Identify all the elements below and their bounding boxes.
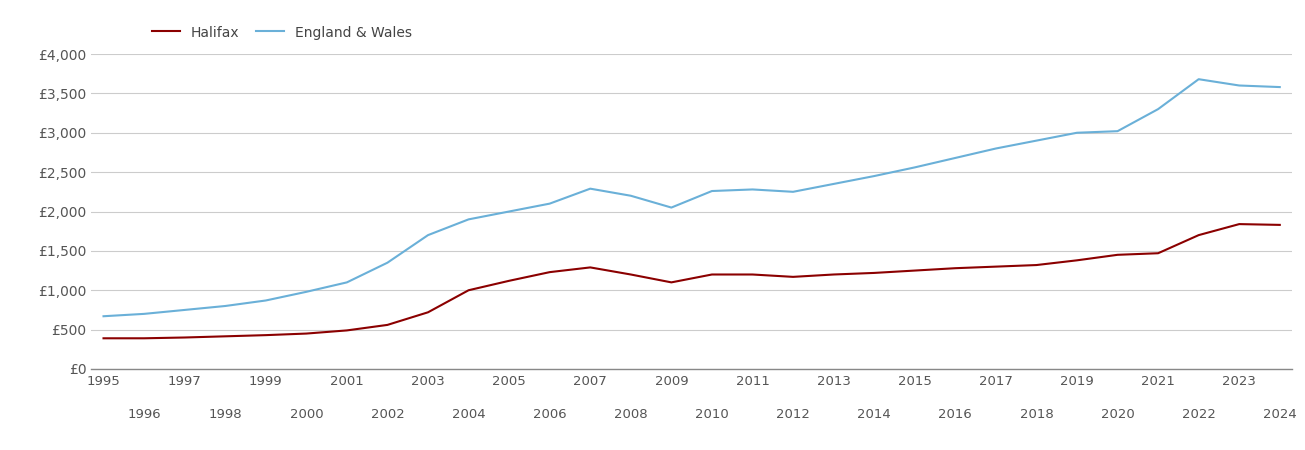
England & Wales <box>1109 128 1125 134</box>
Halifax <box>461 288 476 293</box>
Halifax <box>420 310 436 315</box>
England & Wales <box>867 173 882 179</box>
England & Wales <box>501 209 517 214</box>
Text: 2018: 2018 <box>1019 408 1053 421</box>
England & Wales <box>622 193 638 198</box>
England & Wales <box>1191 76 1207 82</box>
Text: 2020: 2020 <box>1100 408 1134 421</box>
England & Wales <box>339 279 355 285</box>
Halifax <box>95 336 111 341</box>
Halifax <box>907 268 923 273</box>
Text: 2014: 2014 <box>857 408 891 421</box>
Text: 1996: 1996 <box>128 408 161 421</box>
England & Wales <box>663 205 679 210</box>
England & Wales <box>826 181 842 187</box>
Halifax <box>988 264 1004 269</box>
Halifax <box>867 270 882 275</box>
England & Wales <box>786 189 801 194</box>
Halifax <box>786 274 801 279</box>
Halifax <box>947 266 963 271</box>
Halifax <box>176 335 192 340</box>
Halifax <box>745 272 761 277</box>
Text: 2008: 2008 <box>613 408 647 421</box>
Halifax <box>582 265 598 270</box>
England & Wales <box>136 311 151 317</box>
Text: 2012: 2012 <box>776 408 810 421</box>
England & Wales <box>1028 138 1044 143</box>
Halifax <box>501 278 517 284</box>
England & Wales <box>218 303 234 309</box>
Text: 2024: 2024 <box>1263 408 1297 421</box>
England & Wales <box>582 186 598 191</box>
Halifax <box>1150 251 1165 256</box>
Halifax <box>1191 232 1207 238</box>
Text: 1998: 1998 <box>209 408 241 421</box>
England & Wales <box>988 146 1004 151</box>
Halifax <box>542 270 557 275</box>
England & Wales <box>176 307 192 313</box>
England & Wales <box>1150 107 1165 112</box>
England & Wales <box>420 232 436 238</box>
Line: England & Wales: England & Wales <box>103 79 1280 316</box>
Halifax <box>258 333 274 338</box>
Halifax <box>705 272 720 277</box>
Text: 2000: 2000 <box>290 408 324 421</box>
England & Wales <box>907 165 923 170</box>
England & Wales <box>745 187 761 192</box>
Halifax <box>218 333 234 339</box>
Text: 2006: 2006 <box>532 408 566 421</box>
England & Wales <box>947 155 963 161</box>
Halifax <box>339 328 355 333</box>
England & Wales <box>1272 84 1288 90</box>
Halifax <box>136 336 151 341</box>
Halifax <box>1109 252 1125 257</box>
Halifax <box>380 322 395 328</box>
Legend: Halifax, England & Wales: Halifax, England & Wales <box>146 20 418 45</box>
England & Wales <box>95 314 111 319</box>
Text: 2010: 2010 <box>696 408 728 421</box>
Text: 2016: 2016 <box>938 408 972 421</box>
England & Wales <box>258 298 274 303</box>
Line: Halifax: Halifax <box>103 224 1280 338</box>
England & Wales <box>1069 130 1084 135</box>
Halifax <box>299 331 315 336</box>
England & Wales <box>380 260 395 265</box>
England & Wales <box>461 216 476 222</box>
Halifax <box>622 272 638 277</box>
Halifax <box>1069 257 1084 263</box>
Halifax <box>1272 222 1288 228</box>
Halifax <box>826 272 842 277</box>
Text: 2004: 2004 <box>452 408 485 421</box>
Text: 2002: 2002 <box>371 408 405 421</box>
England & Wales <box>299 289 315 294</box>
England & Wales <box>1232 83 1248 88</box>
Halifax <box>1028 262 1044 268</box>
Text: 2022: 2022 <box>1182 408 1215 421</box>
England & Wales <box>542 201 557 206</box>
Halifax <box>663 279 679 285</box>
Halifax <box>1232 221 1248 227</box>
England & Wales <box>705 188 720 194</box>
